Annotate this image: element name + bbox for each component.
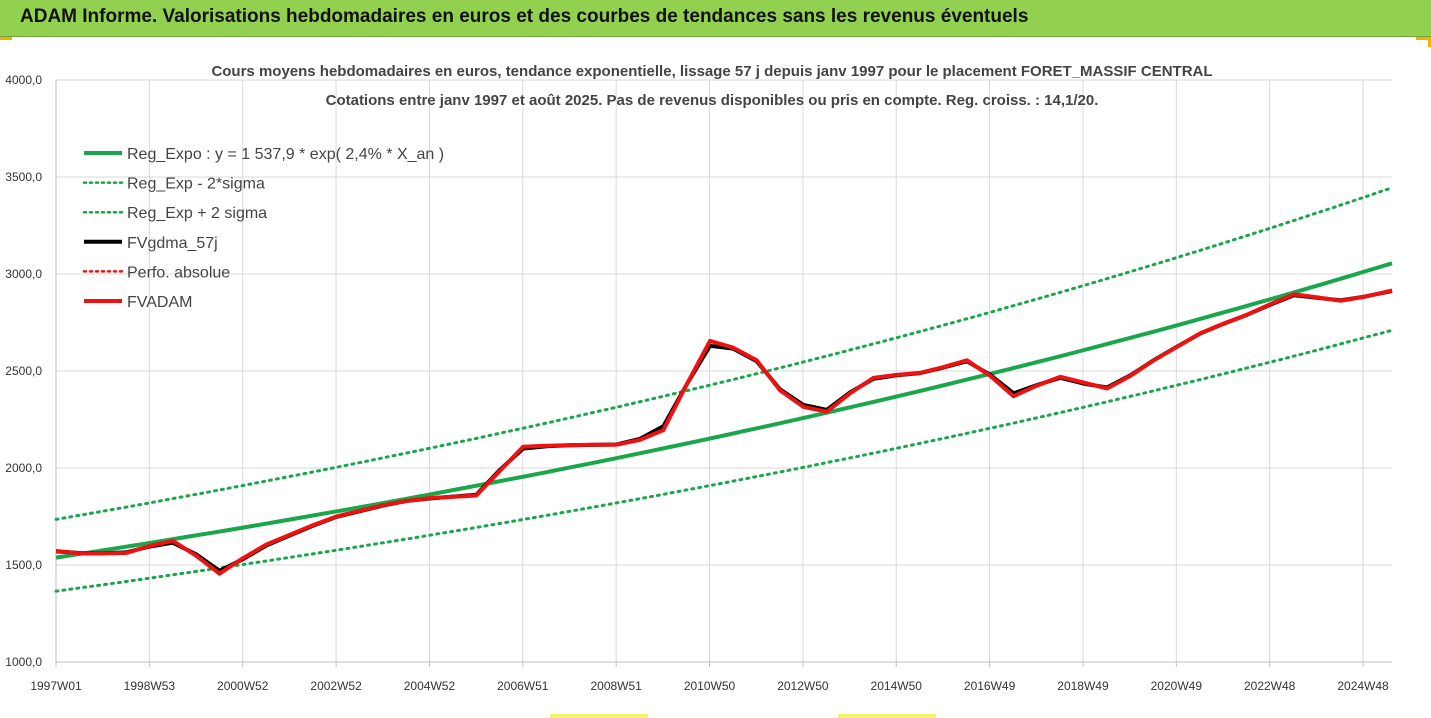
x-tick-label: 2002W52	[310, 679, 362, 693]
banner-title: ADAM Informe. Valorisations hebdomadaire…	[20, 6, 1029, 27]
legend-label: Perfo. absolue	[127, 264, 230, 281]
legend-label: FVgdma_57j	[127, 235, 218, 252]
x-tick-label: 2004W52	[404, 679, 456, 693]
bottom-accent-1	[550, 714, 648, 718]
x-tick-label: 2008W51	[590, 679, 642, 693]
chart-subtitle: Cotations entre janv 1997 et août 2025. …	[326, 92, 1099, 109]
y-tick-label: 1500,0	[5, 558, 42, 572]
y-tick-label: 2000,0	[5, 461, 42, 475]
axes: 1000,0 1500,0 2000,0 2500,0 3000,0 3500,0 4000…	[5, 73, 1392, 693]
series-reg-exp-minus-2sigma	[54, 328, 1394, 593]
gridlines	[55, 79, 1392, 663]
series-fvgdma-57j	[55, 289, 1393, 573]
x-tick-label: 2014W50	[871, 679, 923, 693]
legend-label: Reg_Exp - 2*sigma	[127, 176, 265, 193]
series-reg-exp-plus-2sigma	[54, 186, 1394, 521]
corner-accent-right	[1416, 37, 1431, 40]
y-tick-label: 2500,0	[5, 364, 42, 378]
legend-label: Reg_Exp + 2 sigma	[127, 205, 267, 222]
series	[54, 186, 1394, 593]
x-tick-label: 2010W50	[684, 679, 736, 693]
y-tick-label: 4000,0	[5, 73, 42, 87]
banner: ADAM Informe. Valorisations hebdomadaire…	[0, 0, 1431, 37]
x-tick-label: 2012W50	[777, 679, 829, 693]
x-tick-label: 2022W48	[1244, 679, 1296, 693]
x-tick-label: 1997W01	[30, 679, 82, 693]
series-fvadam	[55, 288, 1393, 576]
y-tick-label: 1000,0	[5, 655, 42, 669]
corner-accent-left	[0, 37, 12, 40]
corner-accent-right-v	[1428, 37, 1431, 47]
chart-title: Cours moyens hebdomadaires en euros, ten…	[211, 63, 1212, 80]
x-tick-label: 2018W49	[1057, 679, 1109, 693]
bottom-accent-2	[838, 714, 936, 718]
legend-label: Reg_Expo : y = 1 537,9 * exp( 2,4% * X_a…	[127, 146, 444, 163]
x-tick-label: 2000W52	[217, 679, 269, 693]
x-tick-label: 2016W49	[964, 679, 1016, 693]
x-tick-label: 2006W51	[497, 679, 549, 693]
x-tick-label: 2024W48	[1337, 679, 1389, 693]
x-tick-label: 1998W53	[124, 679, 176, 693]
legend-label: FVADAM	[127, 294, 192, 311]
legend: Reg_Expo : y = 1 537,9 * exp( 2,4% * X_a…	[82, 146, 444, 311]
y-tick-label: 3000,0	[5, 267, 42, 281]
chart-svg: 1000,0 1500,0 2000,0 2500,0 3000,0 3500,0 4000…	[5, 63, 1394, 693]
series-reg-expo	[55, 261, 1393, 560]
y-tick-label: 3500,0	[5, 170, 42, 184]
x-tick-label: 2020W49	[1151, 679, 1203, 693]
